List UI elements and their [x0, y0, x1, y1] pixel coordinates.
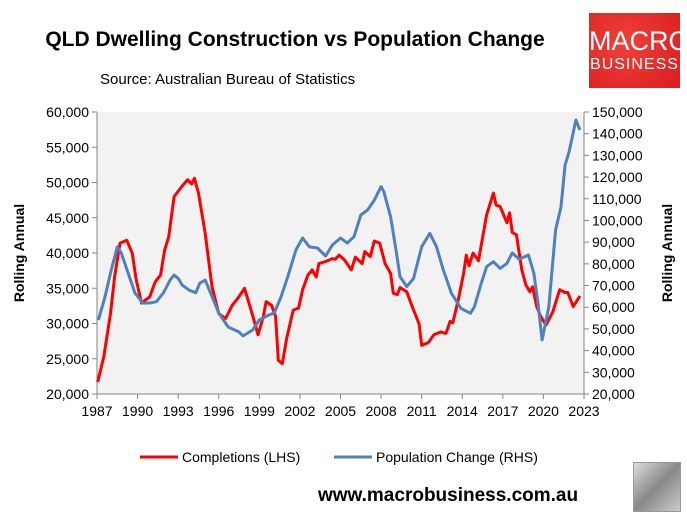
legend: Completions (LHS) Population Change (RHS…	[140, 449, 538, 465]
y-right-tick-label: 70,000	[592, 278, 635, 294]
y-left-tick-label: 40,000	[46, 245, 89, 261]
x-tick-label: 1990	[122, 403, 153, 419]
y-left-tick-label: 45,000	[46, 210, 89, 226]
logo-line2: BUSINESS	[590, 56, 679, 73]
x-tick-label: 2005	[325, 403, 356, 419]
legend-label-completions: Completions (LHS)	[182, 449, 300, 465]
y-right-tick-label: 60,000	[592, 299, 635, 315]
x-tick-label: 1996	[203, 403, 234, 419]
x-tick-label: 1987	[81, 403, 112, 419]
chart-source: Source: Australian Bureau of Statistics	[100, 71, 356, 88]
y-right-tick-label: 130,000	[592, 147, 643, 163]
x-tick-label: 2008	[366, 403, 397, 419]
y-right-tick-label: 150,000	[592, 104, 643, 120]
y-right-tick-label: 50,000	[592, 321, 635, 337]
y-left-label: Rolling Annual	[11, 204, 27, 302]
chart-title: QLD Dwelling Construction vs Population …	[45, 28, 545, 51]
y-left-tick-label: 60,000	[46, 104, 89, 120]
website-url[interactable]: www.macrobusiness.com.au	[318, 485, 579, 506]
legend-label-population: Population Change (RHS)	[376, 449, 538, 465]
y-right-tick-label: 140,000	[592, 126, 643, 142]
y-right-tick-label: 40,000	[592, 343, 635, 359]
x-tick-label: 1993	[163, 403, 194, 419]
completions-line	[96, 176, 582, 383]
y-left-tick-label: 35,000	[46, 280, 89, 296]
x-tick-label: 1999	[244, 403, 275, 419]
y-right-tick-label: 100,000	[592, 212, 643, 228]
x-tick-label: 2014	[447, 403, 478, 419]
plot-area	[97, 112, 584, 394]
y-right-tick-label: 20,000	[592, 386, 635, 402]
y-right-tick-label: 110,000	[592, 191, 642, 207]
macrobusiness-logo: MACRO BUSINESS	[589, 13, 687, 88]
x-tick-label: 2002	[284, 403, 315, 419]
x-tick-label: 2020	[528, 403, 559, 419]
y-right-tick-label: 120,000	[592, 169, 643, 185]
y-left-tick-label: 50,000	[46, 175, 89, 191]
y-left-tick-label: 30,000	[46, 316, 89, 332]
y-right-label: Rolling Annual	[659, 204, 675, 302]
x-tick-label: 2011	[407, 403, 437, 419]
logo-line1: MACRO	[589, 26, 687, 56]
wolf-logo-image	[633, 462, 681, 512]
population-change-line	[96, 118, 582, 342]
y-right-tick-label: 80,000	[592, 256, 635, 272]
y-left-tick-label: 55,000	[46, 139, 89, 155]
y-right-tick-label: 90,000	[592, 234, 635, 250]
y-left-tick-label: 25,000	[46, 351, 89, 367]
x-tick-label: 2017	[487, 403, 518, 419]
x-tick-label: 2023	[568, 403, 599, 419]
y-left-tick-label: 20,000	[46, 386, 89, 402]
y-right-tick-label: 30,000	[592, 364, 635, 380]
